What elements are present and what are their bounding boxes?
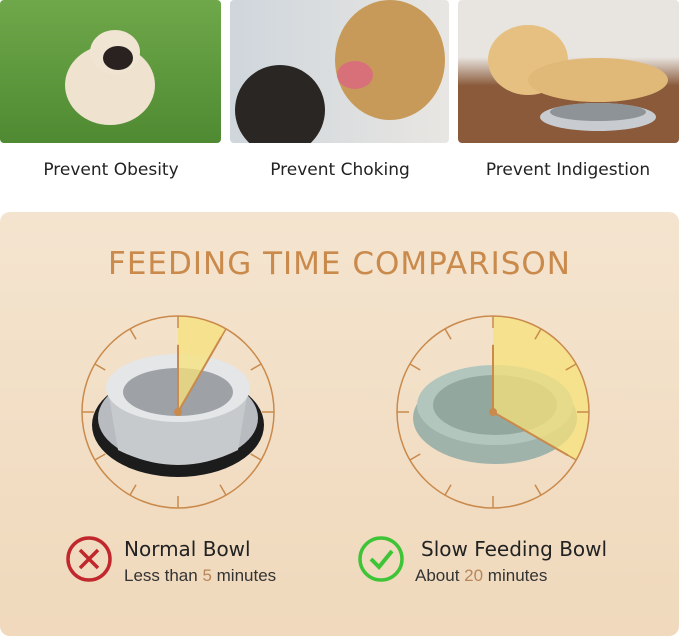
clock-tick: [129, 484, 137, 496]
clock-tick: [219, 484, 227, 496]
clock-tick: [565, 363, 577, 371]
clock-hand-end: [177, 336, 223, 413]
clock-tick: [409, 453, 421, 461]
normal-bowl-clock: [81, 315, 275, 509]
time-suffix: minutes: [211, 566, 277, 585]
clock-tick: [534, 328, 542, 340]
clock-tick: [444, 484, 452, 496]
caption-indigestion: Prevent Indigestion: [485, 160, 651, 180]
clock-center: [174, 408, 182, 416]
clock-tick: [94, 453, 106, 461]
normal-bowl-time: Less than 5 minutes: [124, 566, 276, 586]
clock-tick: [250, 453, 262, 461]
pug-photo: [0, 0, 221, 143]
time-prefix: About: [415, 566, 465, 585]
clock-center: [489, 408, 497, 416]
slow-bowl-clock: [396, 315, 590, 509]
normal-bowl-image: [92, 354, 264, 477]
golden-retriever-photo: [230, 0, 449, 143]
clock-tick: [444, 328, 452, 340]
labrador-bowl-photo: [458, 0, 679, 143]
comparison-title: FEEDING TIME COMPARISON: [107, 246, 571, 282]
check-icon: [358, 536, 404, 582]
clock-tick: [250, 363, 262, 371]
time-wedge: [493, 316, 589, 460]
slow-bowl-time: About 20 minutes: [415, 566, 547, 586]
time-prefix: Less than: [124, 566, 203, 585]
clock-tick: [129, 328, 137, 340]
clock-tick: [409, 363, 421, 371]
time-number: 20: [464, 566, 484, 585]
clock-tick: [94, 363, 106, 371]
caption-obesity: Prevent Obesity: [43, 160, 179, 180]
time-wedge: [178, 316, 226, 412]
x-icon: [66, 536, 112, 582]
normal-bowl-label: Normal Bowl: [124, 537, 251, 561]
time-number: 5: [202, 566, 212, 585]
clock-hand-end: [492, 411, 569, 457]
time-suffix: minutes: [483, 566, 548, 585]
clock-tick: [534, 484, 542, 496]
slow-bowl-label: Slow Feeding Bowl: [421, 537, 608, 561]
caption-choking: Prevent Choking: [270, 160, 410, 180]
